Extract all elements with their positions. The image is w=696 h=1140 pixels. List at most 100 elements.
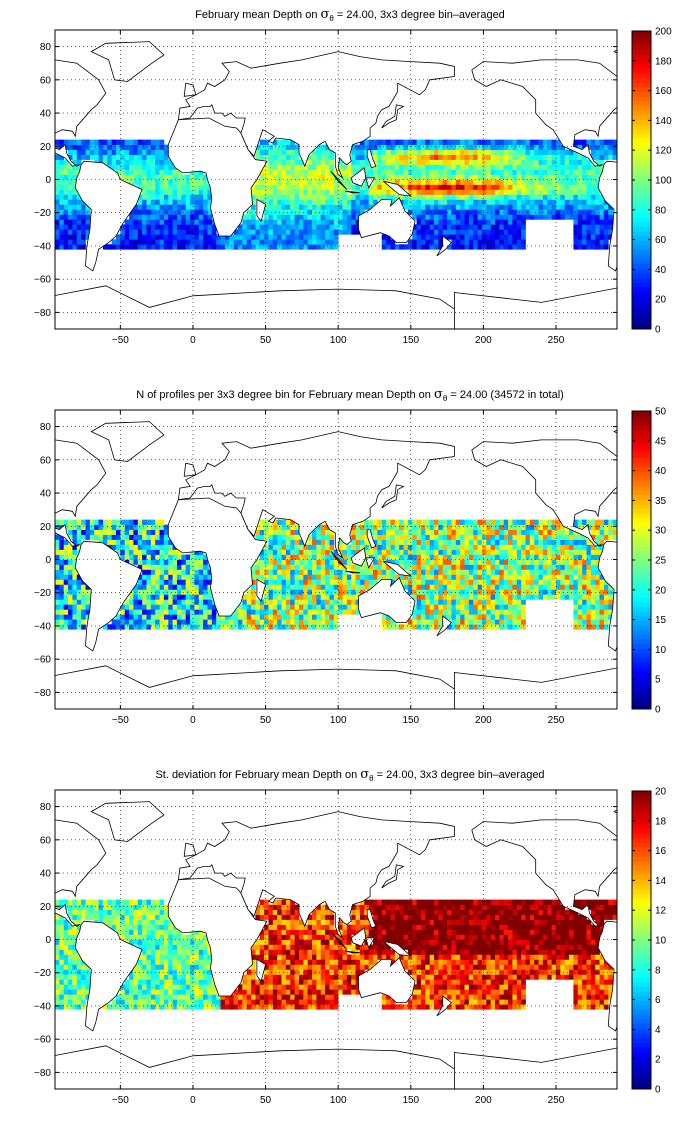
heatmap-cell	[455, 214, 461, 220]
heatmap-cell	[590, 604, 596, 610]
heatmap-cell	[577, 569, 583, 575]
heatmap-cell	[277, 189, 282, 195]
heatmap-cell	[603, 239, 609, 245]
heatmap-cell	[198, 564, 204, 570]
heatmap-cell	[460, 244, 465, 250]
heatmap-cell	[55, 184, 60, 190]
colorbar-tick-label: 35	[655, 496, 667, 507]
heatmap-cell	[373, 144, 378, 150]
heatmap-cell	[381, 544, 387, 550]
heatmap-cell	[525, 549, 531, 555]
heatmap-cell	[599, 144, 605, 150]
heatmap-cell	[203, 554, 208, 560]
heatmap-cell	[68, 924, 73, 930]
heatmap-cell	[447, 169, 452, 175]
heatmap-cell	[59, 984, 65, 990]
heatmap-cell	[63, 209, 69, 215]
heatmap-cell	[364, 549, 370, 555]
heatmap-cell	[298, 199, 304, 205]
heatmap-cell	[477, 619, 483, 625]
heatmap-cell	[124, 609, 130, 615]
y-tick-label: 20	[40, 522, 52, 533]
heatmap-cell	[163, 604, 169, 610]
heatmap-cell	[281, 549, 287, 555]
heatmap-cell	[129, 149, 134, 155]
heatmap-cell	[582, 519, 587, 525]
heatmap-cell	[499, 154, 505, 160]
heatmap-cell	[473, 544, 478, 550]
heatmap-cell	[499, 219, 505, 225]
heatmap-cell	[68, 584, 73, 590]
heatmap-cell	[477, 184, 483, 190]
heatmap-cell	[464, 239, 470, 245]
heatmap-cell	[142, 594, 147, 600]
heatmap-cell	[416, 579, 422, 585]
heatmap-cell	[85, 519, 91, 525]
heatmap-cell	[407, 174, 413, 180]
heatmap-cell	[477, 604, 483, 610]
colorbar-segment	[632, 671, 651, 677]
heatmap-cell	[569, 544, 574, 550]
heatmap-cell	[111, 904, 117, 910]
heatmap-cell	[68, 544, 73, 550]
heatmap-cell	[477, 164, 483, 170]
heatmap-cell	[155, 619, 160, 625]
heatmap-cell	[521, 239, 526, 245]
heatmap-cell	[416, 194, 422, 200]
heatmap-cell	[146, 229, 152, 235]
heatmap-cell	[468, 584, 474, 590]
colorbar-segment	[632, 226, 651, 232]
heatmap-cell	[595, 239, 600, 245]
heatmap-cell	[425, 179, 431, 185]
y-tick-label: −40	[34, 621, 51, 632]
heatmap-cell	[190, 189, 195, 195]
heatmap-cell	[556, 544, 561, 550]
heatmap-cell	[481, 144, 487, 150]
x-tick-label: 0	[190, 715, 196, 726]
heatmap-cell	[542, 564, 548, 570]
heatmap-cell	[394, 194, 400, 200]
heatmap-cell	[294, 149, 300, 155]
heatmap-cell	[68, 139, 73, 145]
heatmap-cell	[285, 534, 291, 540]
heatmap-cell	[203, 619, 208, 625]
heatmap-cell	[294, 234, 300, 240]
heatmap-cell	[298, 214, 304, 220]
heatmap-cell	[55, 979, 60, 985]
heatmap-cell	[142, 934, 147, 940]
heatmap-cell	[351, 549, 356, 555]
heatmap-cell	[120, 229, 126, 235]
heatmap-cell	[477, 244, 483, 250]
heatmap-cell	[290, 624, 295, 630]
heatmap-cell	[434, 244, 439, 250]
heatmap-cell	[55, 914, 60, 920]
heatmap-cell	[434, 624, 439, 630]
heatmap-cell	[133, 964, 139, 970]
heatmap-cell	[368, 174, 374, 180]
heatmap-cell	[551, 559, 557, 565]
heatmap-cell	[599, 164, 605, 170]
heatmap-cell	[55, 174, 60, 180]
heatmap-cell	[111, 534, 117, 540]
heatmap-cell	[490, 564, 496, 570]
heatmap-cell	[420, 224, 426, 230]
heatmap-cell	[255, 619, 261, 625]
heatmap-cell	[590, 174, 596, 180]
heatmap-cell	[137, 974, 143, 980]
heatmap-cell	[512, 159, 518, 165]
heatmap-cell	[516, 194, 522, 200]
heatmap-cell	[399, 524, 404, 530]
heatmap-cell	[129, 909, 134, 915]
heatmap-cell	[420, 549, 426, 555]
heatmap-cell	[76, 224, 82, 230]
heatmap-cell	[577, 234, 583, 240]
heatmap-cell	[290, 529, 295, 535]
heatmap-cell	[351, 204, 356, 210]
heatmap-cell	[368, 524, 374, 530]
heatmap-cell	[529, 189, 535, 195]
heatmap-cell	[129, 534, 134, 540]
heatmap-cell	[556, 159, 561, 165]
heatmap-cell	[438, 614, 444, 620]
heatmap-cell	[447, 184, 452, 190]
